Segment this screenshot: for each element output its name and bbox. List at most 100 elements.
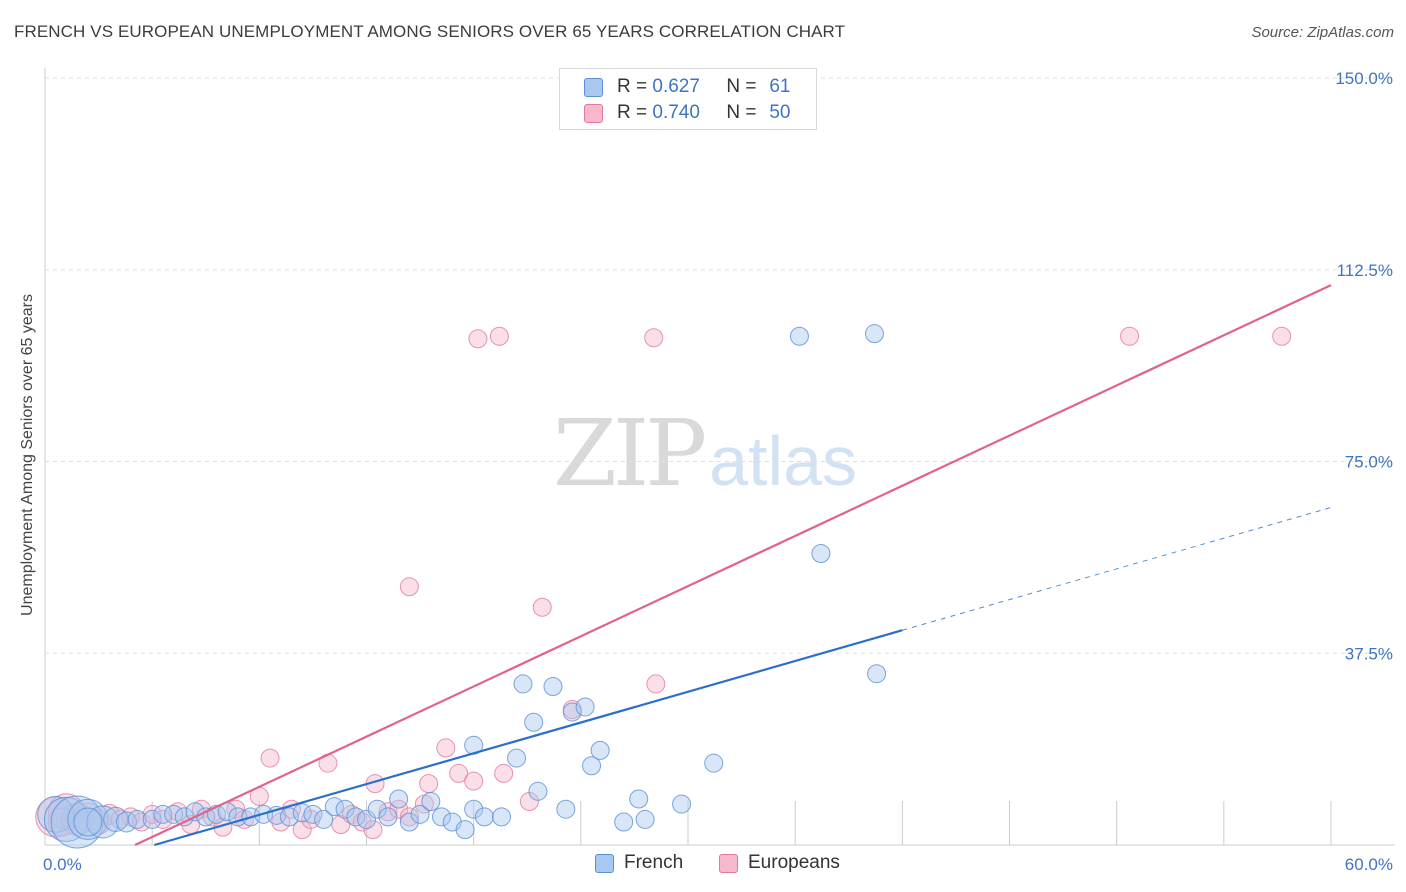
french-point-55 xyxy=(704,753,724,773)
french-point-33 xyxy=(421,792,441,812)
french-point-20 xyxy=(279,807,299,827)
europeans-point-41 xyxy=(494,763,514,783)
y-tick-label-1: 75.0% xyxy=(1345,453,1393,472)
europeans-point-43 xyxy=(532,597,552,617)
europeans-trend-line xyxy=(134,284,1332,846)
french-r-label: R = xyxy=(617,76,648,97)
europeans-point-31 xyxy=(389,799,409,819)
french-point-54 xyxy=(672,794,692,814)
europeans-point-40 xyxy=(489,326,509,346)
bottom-legend-french-label: French xyxy=(624,852,684,873)
europeans-point-49 xyxy=(47,807,77,837)
french-point-8 xyxy=(142,809,162,829)
french-point-30 xyxy=(389,789,409,809)
trend-lines xyxy=(134,284,1332,847)
french-points xyxy=(37,324,887,849)
french-point-49 xyxy=(582,756,602,776)
europeans-point-9 xyxy=(142,804,162,824)
axes xyxy=(44,68,1395,846)
french-point-0 xyxy=(37,795,75,833)
french-point-3 xyxy=(67,798,109,840)
french-point-23 xyxy=(314,809,334,829)
french-r-value: 0.627 xyxy=(652,76,700,97)
french-swatch xyxy=(584,77,603,97)
french-point-45 xyxy=(543,676,563,696)
bottom-legend-europeans-label: Europeans xyxy=(748,852,840,873)
europeans-point-45 xyxy=(644,328,664,348)
french-point-43 xyxy=(524,712,544,732)
french-point-58 xyxy=(864,324,884,344)
chart-source: Source: ZipAtlas.com xyxy=(1251,24,1394,41)
french-point-29 xyxy=(378,807,398,827)
europeans-point-37 xyxy=(449,763,469,783)
french-point-7 xyxy=(127,809,147,829)
europeans-swatch-bottom xyxy=(719,853,738,873)
french-point-41 xyxy=(507,748,527,768)
bottom-legend-french: French xyxy=(595,852,683,874)
french-point-51 xyxy=(614,812,634,832)
french-swatch-bottom xyxy=(595,853,614,873)
europeans-point-47 xyxy=(1120,326,1140,346)
french-point-40 xyxy=(492,807,512,827)
bottom-legend-europeans: Europeans xyxy=(719,852,840,874)
french-point-46 xyxy=(556,799,576,819)
french-point-36 xyxy=(455,820,475,840)
french-point-42 xyxy=(513,674,533,694)
europeans-point-35 xyxy=(399,577,419,597)
french-point-44 xyxy=(528,781,548,801)
french-point-47 xyxy=(562,702,582,722)
french-point-57 xyxy=(811,544,831,564)
french-trend-line xyxy=(154,629,903,847)
french-point-52 xyxy=(629,789,649,809)
legend-row-europeans: R = 0.740 N = 50 xyxy=(584,100,791,126)
europeans-point-48 xyxy=(1272,326,1292,346)
french-point-31 xyxy=(399,812,419,832)
french-point-22 xyxy=(303,804,323,824)
watermark-zip: ZIP xyxy=(553,400,707,507)
europeans-point-28 xyxy=(363,820,383,840)
europeans-point-46 xyxy=(646,674,666,694)
europeans-point-1 xyxy=(47,793,85,831)
french-point-60 xyxy=(73,807,103,837)
french-point-32 xyxy=(410,804,430,824)
french-point-50 xyxy=(590,740,610,760)
french-point-34 xyxy=(432,807,452,827)
french-point-9 xyxy=(153,804,173,824)
french-n-value: 61 xyxy=(769,76,791,97)
europeans-point-25 xyxy=(331,815,351,835)
y-tick-label-0: 37.5% xyxy=(1345,644,1393,663)
x-tick-label-min: 0.0% xyxy=(43,855,82,874)
grid-lines xyxy=(45,77,1391,654)
french-point-59 xyxy=(867,664,887,684)
french-point-38 xyxy=(474,807,494,827)
french-point-37 xyxy=(464,799,484,819)
europeans-swatch xyxy=(584,103,603,123)
europeans-r-value: 0.740 xyxy=(652,102,700,123)
x-tick-label-max: 60.0% xyxy=(1345,855,1393,874)
europeans-point-39 xyxy=(468,329,488,349)
y-tick-label-3: 150.0% xyxy=(1335,69,1393,88)
legend-row-french: R = 0.627 N = 61 xyxy=(584,74,791,100)
chart-title: FRENCH VS EUROPEAN UNEMPLOYMENT AMONG SE… xyxy=(14,22,846,41)
europeans-point-19 xyxy=(260,748,280,768)
europeans-n-value: 50 xyxy=(769,102,791,123)
french-point-27 xyxy=(357,809,376,829)
europeans-r-label: R = xyxy=(617,102,648,123)
europeans-n-label: N = xyxy=(726,102,757,123)
french-point-53 xyxy=(635,809,655,829)
french-point-56 xyxy=(789,326,809,346)
french-point-28 xyxy=(367,799,387,819)
europeans-point-34 xyxy=(419,774,439,794)
french-trend-extension xyxy=(902,507,1332,631)
europeans-points xyxy=(35,326,1292,840)
french-point-48 xyxy=(575,697,595,717)
tick-labels: 37.5% 75.0% 112.5% 150.0% 0.0% 60.0% xyxy=(43,69,1393,874)
legend: R = 0.627 N = 61 R = 0.740 N = 50 xyxy=(559,68,817,130)
europeans-point-10 xyxy=(153,809,173,829)
french-point-25 xyxy=(335,799,355,819)
y-tick-label-2: 112.5% xyxy=(1337,261,1393,280)
europeans-point-38 xyxy=(464,771,484,791)
french-point-2 xyxy=(50,795,104,849)
french-n-label: N = xyxy=(726,76,757,97)
